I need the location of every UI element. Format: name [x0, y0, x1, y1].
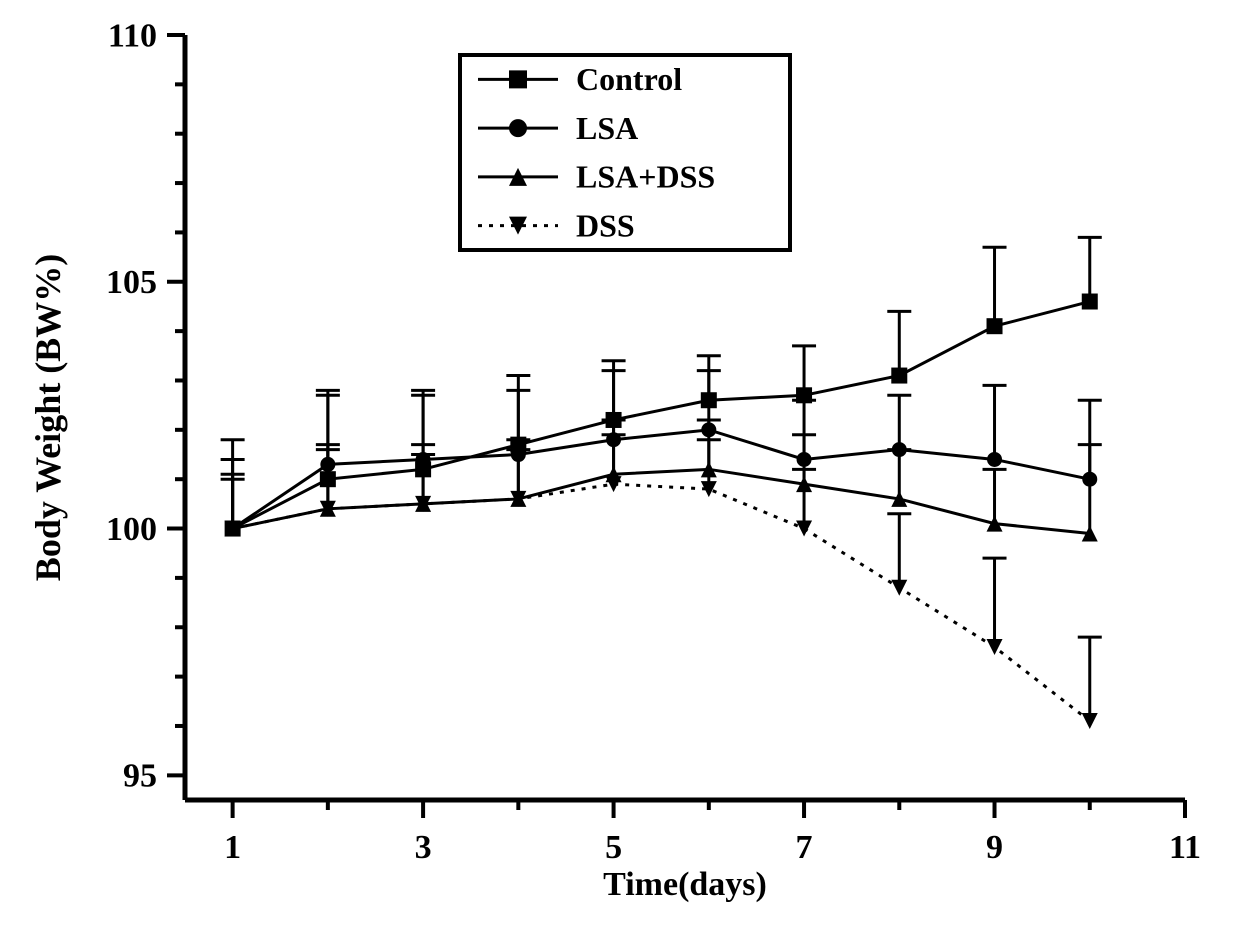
body-weight-chart: 1 3 5 7 9 11 95 100 105 110 Time(days) Body Weight … — [0, 0, 1240, 941]
y-axis-label: Body Weight (BW%) — [28, 254, 68, 581]
legend-label: LSA — [576, 110, 638, 146]
legend-label: DSS — [576, 207, 635, 243]
x-axis-label: Time(days) — [603, 866, 767, 903]
x-tick-label: 9 — [986, 829, 1003, 866]
x-tick-label: 1 — [224, 829, 241, 866]
x-tick-label: 11 — [1169, 829, 1201, 866]
legend-label: Control — [576, 61, 682, 97]
x-tick-label: 3 — [415, 829, 432, 866]
x-tick-label: 5 — [605, 829, 622, 866]
y-tick-label: 100 — [106, 511, 157, 548]
y-tick-label: 95 — [123, 758, 157, 795]
x-tick-label: 7 — [796, 829, 813, 866]
legend: Control LSA LSA+DSS DSS — [460, 55, 790, 250]
y-tick-label: 105 — [106, 264, 157, 301]
y-tick-label: 110 — [108, 17, 157, 54]
legend-label: LSA+DSS — [576, 159, 715, 195]
